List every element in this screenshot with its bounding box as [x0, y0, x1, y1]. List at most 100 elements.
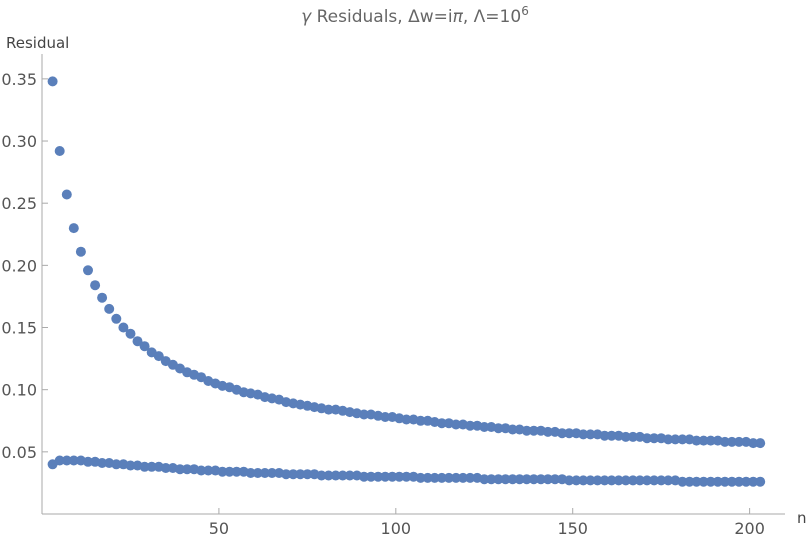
- data-point-series-2: [719, 476, 730, 487]
- data-point-series-1: [677, 434, 688, 445]
- data-point-series-1: [401, 414, 412, 425]
- data-point-series-1: [726, 436, 737, 447]
- data-point-series-2: [734, 476, 744, 487]
- data-point-series-1: [670, 434, 681, 445]
- data-point-series-2: [415, 472, 426, 483]
- data-point-series-1: [118, 322, 129, 333]
- data-point-series-2: [691, 476, 702, 487]
- data-point-series-1: [493, 423, 504, 434]
- data-point-series-2: [741, 476, 752, 487]
- y-tick-label: 0.35: [1, 70, 37, 89]
- data-point-series-2: [458, 472, 468, 483]
- data-point-series-1: [620, 431, 631, 442]
- data-point-series-1: [465, 420, 476, 431]
- data-point-series-2: [224, 466, 235, 477]
- title-pi: π: [453, 7, 464, 27]
- data-point-series-1: [132, 336, 143, 347]
- data-point-series-2: [139, 461, 150, 472]
- data-point-series-2: [649, 475, 660, 486]
- data-point-series-2: [429, 472, 440, 483]
- data-point-series-2: [267, 468, 277, 478]
- data-point-series-1: [359, 409, 369, 420]
- data-point-series-2: [521, 474, 532, 485]
- data-point-series-2: [613, 475, 624, 486]
- data-point-series-2: [748, 476, 759, 487]
- data-point-series-1: [698, 435, 709, 446]
- data-point-series-2: [542, 474, 553, 485]
- y-tick-label: 0.15: [1, 319, 37, 338]
- data-point-series-2: [500, 474, 511, 485]
- data-point-series-2: [387, 471, 398, 482]
- x-axis-label: n: [797, 509, 807, 527]
- y-tick-label: 0.25: [1, 194, 37, 213]
- data-point-series-2: [422, 472, 433, 483]
- data-point-series-1: [75, 246, 86, 257]
- data-point-series-1: [90, 280, 101, 291]
- data-point-series-1: [748, 438, 759, 449]
- y-tick-label: 0.30: [1, 132, 37, 151]
- data-point-series-2: [401, 471, 412, 482]
- data-point-series-1: [649, 433, 660, 444]
- data-point-series-2: [663, 475, 674, 486]
- data-point-series-2: [54, 455, 65, 466]
- data-point-series-2: [620, 475, 631, 486]
- data-point-series-1: [83, 265, 93, 276]
- data-point-series-1: [528, 425, 539, 436]
- data-point-series-2: [295, 469, 306, 480]
- data-point-series-2: [726, 476, 737, 487]
- data-point-series-2: [302, 469, 313, 480]
- data-point-series-2: [111, 459, 122, 470]
- data-point-series-2: [486, 474, 497, 485]
- data-point-series-2: [571, 475, 582, 486]
- data-point-series-1: [68, 223, 79, 234]
- data-point-series-2: [175, 464, 185, 475]
- data-point-series-2: [578, 475, 589, 486]
- data-point-series-2: [68, 455, 79, 466]
- data-point-series-2: [585, 475, 596, 486]
- title-exponent: 6: [521, 4, 529, 18]
- data-point-series-2: [712, 476, 723, 487]
- data-point-series-2: [182, 464, 193, 475]
- data-point-series-1: [585, 429, 596, 440]
- data-point-series-1: [54, 146, 65, 156]
- data-point-series-2: [436, 472, 447, 483]
- data-point-series-2: [634, 475, 645, 486]
- data-point-series-1: [564, 428, 575, 439]
- data-point-series-2: [252, 468, 263, 478]
- data-point-series-2: [479, 474, 490, 485]
- x-tick-label: 150: [557, 519, 588, 538]
- data-point-series-2: [465, 472, 476, 483]
- data-point-series-2: [451, 472, 461, 483]
- data-point-series-2: [337, 470, 348, 481]
- data-point-series-1: [642, 433, 652, 444]
- data-point-series-2: [443, 472, 454, 483]
- data-point-series-2: [535, 474, 546, 485]
- data-point-series-2: [656, 475, 667, 486]
- y-tick-label: 0.10: [1, 381, 37, 400]
- data-point-series-2: [528, 474, 539, 485]
- data-point-series-1: [139, 341, 150, 352]
- data-point-series-1: [47, 76, 58, 87]
- data-point-series-1: [104, 303, 115, 314]
- data-point-series-2: [231, 466, 242, 477]
- data-point-series-2: [606, 475, 617, 486]
- title-main: Residuals, Δw=i: [311, 7, 452, 27]
- data-point-series-2: [160, 463, 171, 473]
- data-point-series-2: [344, 470, 355, 481]
- data-point-series-2: [698, 476, 709, 487]
- data-point-series-2: [627, 475, 638, 486]
- data-point-series-2: [61, 455, 72, 466]
- x-tick-label: 100: [381, 519, 412, 538]
- data-point-series-1: [557, 428, 568, 439]
- data-point-series-2: [705, 476, 716, 487]
- data-point-series-1: [691, 435, 702, 446]
- data-point-series-2: [245, 468, 256, 478]
- data-points: [47, 76, 766, 487]
- data-point-series-2: [366, 471, 376, 482]
- axis-ticks: 50 100 150 200 0.05 0.10 0.15 0.20 0.25 0.30 0.35: [1, 70, 765, 538]
- data-point-series-2: [259, 468, 270, 478]
- title-gamma: γ: [301, 7, 312, 27]
- data-point-series-1: [323, 404, 334, 415]
- data-point-series-1: [606, 430, 617, 441]
